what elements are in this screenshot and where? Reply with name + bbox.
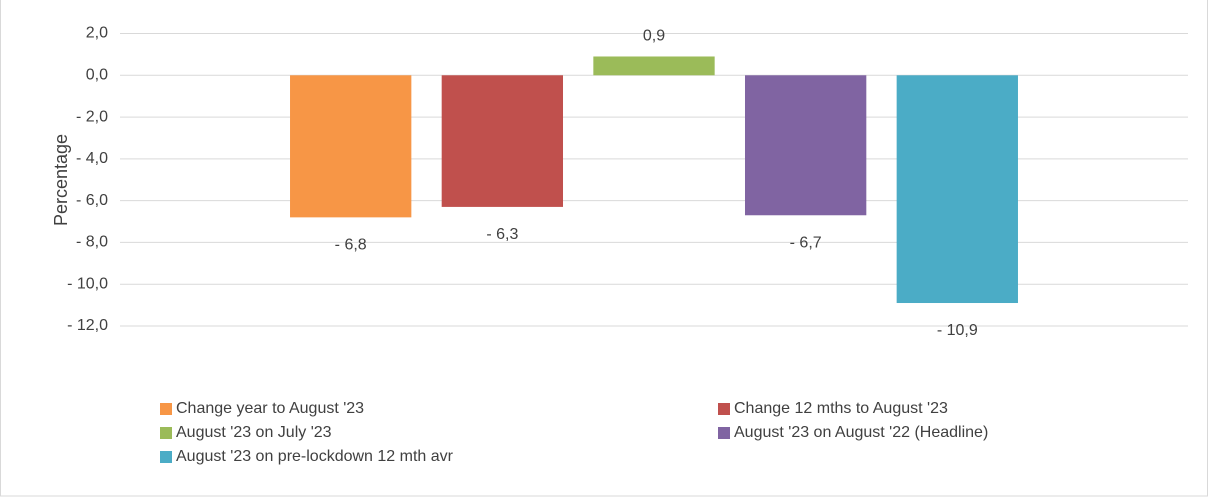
legend-label: August '23 on August '22 (Headline) [734,424,988,441]
bar [290,75,412,218]
bar [744,75,867,216]
data-label: - 6,8 [335,237,367,254]
data-label: 0,9 [643,28,665,45]
y-tick-label: - 12,0 [67,317,108,334]
y-tick-label: 2,0 [86,25,108,42]
bar [441,75,564,207]
legend-label: Change 12 mths to August '23 [734,400,948,417]
legend-swatch [718,427,730,439]
y-tick-label: - 8,0 [76,234,108,251]
legend-swatch [160,451,172,463]
y-axis-label: Percentage [51,134,71,226]
data-label: - 6,3 [486,226,518,243]
legend-label: August '23 on July '23 [176,424,332,441]
bar [593,56,715,76]
data-label: - 10,9 [937,322,978,339]
legend-swatch [718,403,730,415]
legend-swatch [160,427,172,439]
y-tick-label: - 10,0 [67,275,108,292]
y-tick-label: - 2,0 [76,108,108,125]
legend-label: August '23 on pre-lockdown 12 mth avr [176,448,454,465]
y-tick-label: - 6,0 [76,192,108,209]
legend-swatch [160,403,172,415]
y-tick-label: 0,0 [86,67,108,84]
bar [896,75,1018,304]
y-tick-label: - 4,0 [76,150,108,167]
legend-label: Change year to August '23 [176,400,364,417]
data-label: - 6,7 [790,234,822,251]
